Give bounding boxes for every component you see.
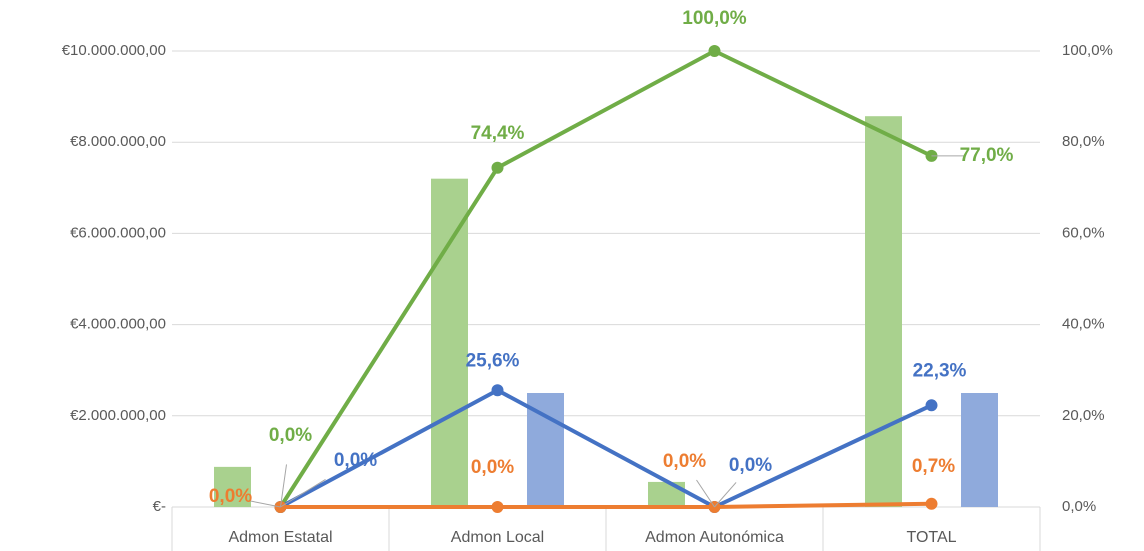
data-label: 100,0% <box>682 8 747 29</box>
x-tick-label: Admon Autonómica <box>645 529 784 546</box>
leader-line <box>280 464 287 508</box>
data-label: 0,0% <box>663 451 706 472</box>
line-marker <box>925 497 938 510</box>
y-tick-label: €2.000.000,00 <box>70 407 166 424</box>
y-tick-label: €4.000.000,00 <box>70 316 166 333</box>
x-tick-label: Admon Local <box>451 529 544 546</box>
y2-tick-label: 100,0% <box>1062 42 1113 59</box>
y2-tick-label: 80,0% <box>1062 133 1105 150</box>
data-label: 0,0% <box>471 457 514 478</box>
data-label: 0,0% <box>729 455 772 476</box>
leader-line <box>696 479 715 508</box>
line-marker <box>925 399 938 412</box>
y2-tick-label: 20,0% <box>1062 407 1105 424</box>
bar <box>648 481 685 507</box>
leader-line <box>280 478 326 508</box>
data-label: 77,0% <box>960 145 1014 166</box>
bar <box>527 393 564 507</box>
bar <box>214 466 251 507</box>
data-label: 25,6% <box>466 350 520 371</box>
x-tick-label: TOTAL <box>906 529 956 546</box>
line-marker <box>491 384 504 397</box>
y-tick-label: €6.000.000,00 <box>70 224 166 241</box>
bar <box>865 116 902 507</box>
data-label: 0,7% <box>912 456 955 477</box>
y-tick-label: €- <box>153 498 166 515</box>
y-tick-label: €8.000.000,00 <box>70 133 166 150</box>
line-marker <box>491 501 504 513</box>
y2-tick-label: 40,0% <box>1062 316 1105 333</box>
data-label: 0,0% <box>334 450 377 471</box>
x-tick-label: Admon Estatal <box>228 529 332 546</box>
y-tick-label: €10.000.000,00 <box>62 42 166 59</box>
data-label: 0,0% <box>209 486 252 507</box>
bar <box>961 393 998 507</box>
bar <box>431 178 468 507</box>
y2-tick-label: 60,0% <box>1062 224 1105 241</box>
line-marker <box>708 45 721 57</box>
y2-tick-label: 0,0% <box>1062 498 1096 515</box>
data-label: 22,3% <box>913 360 967 381</box>
leader-line <box>250 500 281 508</box>
line <box>279 388 933 509</box>
line <box>278 49 933 509</box>
leader-line <box>714 482 737 508</box>
data-label: 74,4% <box>471 123 525 144</box>
line-marker <box>491 161 504 174</box>
data-label: 0,0% <box>269 425 312 446</box>
line <box>280 501 932 509</box>
